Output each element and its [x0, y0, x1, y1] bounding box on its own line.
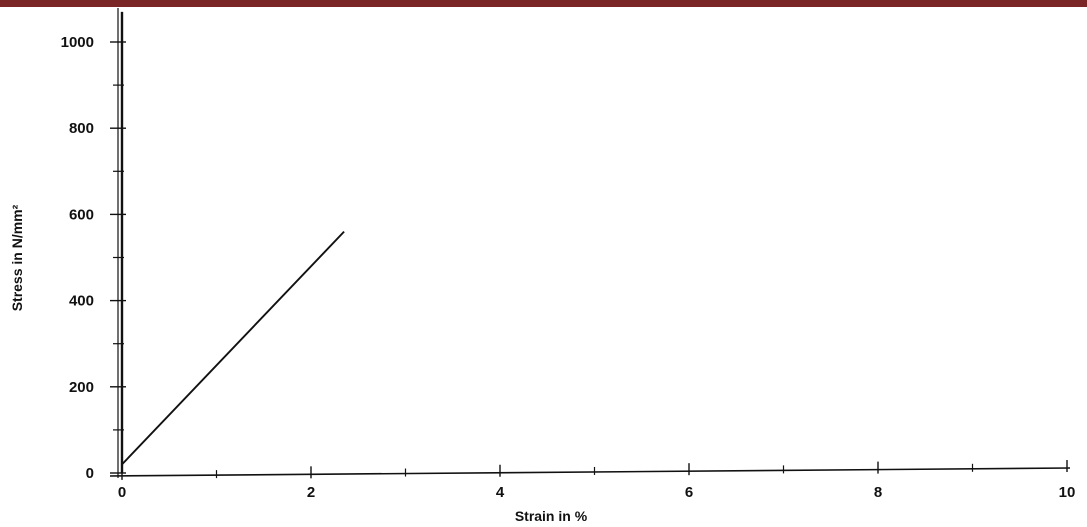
y-tick-label: 200: [69, 379, 94, 396]
series-layer: [120, 11, 345, 473]
series-line-2: [121, 230, 345, 466]
y-tick-label: 600: [69, 206, 94, 223]
x-tick-label: 0: [118, 484, 126, 501]
y-tick-label: 0: [86, 465, 94, 482]
y-tick-label: 1000: [61, 34, 94, 51]
x-tick-label: 2: [307, 484, 315, 501]
y-tick-label: 800: [69, 120, 94, 137]
y-tick-label: 400: [69, 293, 94, 310]
x-axis-title: Strain in %: [515, 508, 588, 524]
tick-labels: 0 2 4 6 8 10 0 200 400 600 800 1000: [61, 34, 1076, 501]
x-tick-label: 8: [874, 484, 882, 501]
y-axis-title: Stress in N/mm²: [9, 204, 25, 311]
x-axis-line: [109, 467, 1071, 477]
ticks: [110, 41, 1068, 480]
x-tick-label: 4: [496, 484, 505, 501]
x-tick-label: 6: [685, 484, 693, 501]
x-tick-label: 10: [1059, 484, 1076, 501]
top-banner-bar: [0, 0, 1087, 7]
axes: [109, 8, 1071, 478]
